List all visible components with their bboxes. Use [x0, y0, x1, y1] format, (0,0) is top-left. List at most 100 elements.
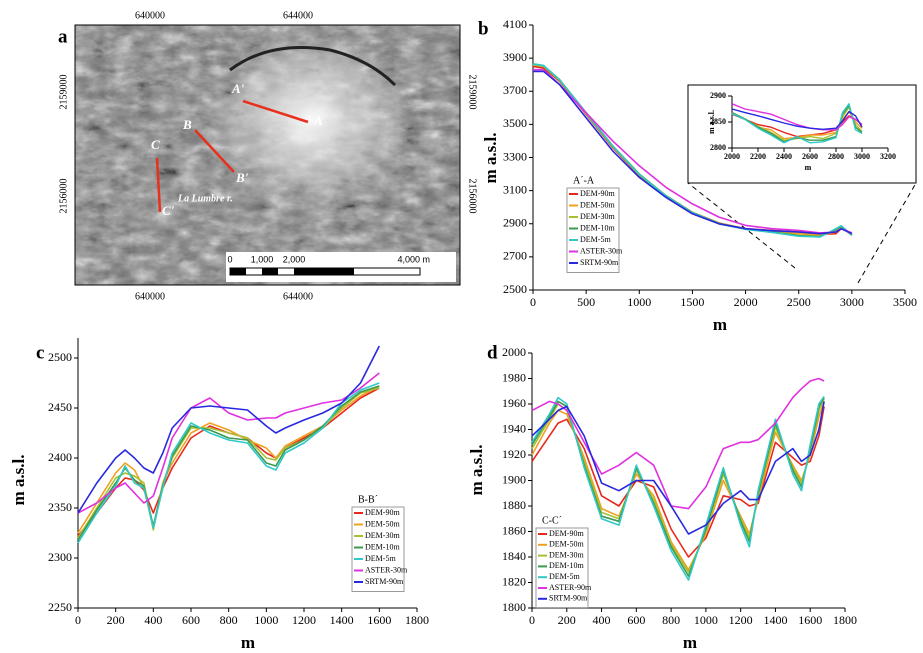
- legend-label: DEM-50m: [580, 200, 615, 209]
- x-tick-label: 500: [577, 295, 595, 309]
- zoom-guide: [858, 183, 916, 283]
- legend-label: DEM-30m: [365, 531, 400, 540]
- legend-label: DEM-90m: [365, 508, 400, 517]
- y-tick-label: 1800: [502, 600, 526, 614]
- x-tick-label: 0: [75, 613, 81, 627]
- point-label: C': [162, 203, 175, 218]
- legend-label: SRTM-90m: [580, 258, 619, 267]
- y-axis-label: m a.s.l.: [9, 455, 28, 506]
- x-tick-label: 200: [107, 613, 125, 627]
- legend-label: DEM-30m: [580, 212, 615, 221]
- map-tick-label: 644000: [283, 10, 313, 21]
- y-tick-label: 1940: [502, 421, 526, 435]
- x-tick-label: 1800: [833, 613, 857, 627]
- panel-label: d: [487, 342, 498, 363]
- x-tick-label: 2800: [828, 152, 844, 161]
- y-tick-label: 2500: [503, 282, 527, 296]
- y-tick-label: 3100: [503, 182, 527, 196]
- series-line: [78, 386, 379, 540]
- y-tick-label: 4100: [503, 17, 527, 31]
- legend-label: DEM-5m: [549, 572, 580, 581]
- x-tick-label: 2400: [776, 152, 792, 161]
- legend-label: DEM-5m: [580, 235, 611, 244]
- y-tick-label: 2900: [503, 216, 527, 230]
- y-tick-label: 2900: [710, 91, 726, 100]
- y-tick-label: 2500: [48, 350, 72, 364]
- y-tick-label: 2300: [48, 550, 72, 564]
- point-label: B: [182, 117, 192, 132]
- panel-label: b: [478, 18, 489, 39]
- scale-bar: [230, 268, 246, 275]
- legend-label: DEM-30m: [549, 550, 584, 559]
- x-tick-label: 3000: [854, 152, 870, 161]
- scale-label: 2,000: [283, 254, 306, 264]
- x-tick-label: 3000: [840, 295, 864, 309]
- y-tick-label: 1860: [502, 523, 526, 537]
- x-tick-label: 2000: [724, 152, 740, 161]
- x-tick-label: 1600: [798, 613, 822, 627]
- zoom-guide: [688, 183, 795, 268]
- map-tick-label: 2156000: [58, 179, 69, 214]
- y-tick-label: 2000: [502, 345, 526, 359]
- legend-label: SRTM-90m: [549, 594, 588, 603]
- y-tick-label: 3900: [503, 50, 527, 64]
- y-tick-label: 1900: [502, 472, 526, 486]
- x-tick-label: 3200: [880, 152, 896, 161]
- y-axis-label: m a.s.l.: [467, 445, 486, 496]
- panel-label: c: [36, 342, 44, 363]
- map-tick-label: 2159000: [467, 75, 478, 110]
- legend-title: C-C´: [542, 515, 562, 526]
- legend-title: A´-A: [573, 175, 595, 186]
- legend-label: DEM-90m: [580, 189, 615, 198]
- chart: 1800182018401860188019001920194019601980…: [467, 342, 857, 652]
- legend-label: DEM-10m: [549, 561, 584, 570]
- y-tick-label: 1820: [502, 574, 526, 588]
- y-tick-label: 3300: [503, 149, 527, 163]
- y-axis-label: m a.s.l.: [707, 110, 716, 134]
- y-tick-label: 3500: [503, 116, 527, 130]
- legend: A´-ADEM-90mDEM-50mDEM-30mDEM-10mDEM-5mAS…: [567, 175, 623, 272]
- x-tick-label: 400: [593, 613, 611, 627]
- x-tick-label: 0: [529, 613, 535, 627]
- legend-title: B-B´: [358, 494, 378, 505]
- x-tick-label: 1000: [627, 295, 651, 309]
- x-tick-label: 1200: [292, 613, 316, 627]
- map-tick-label: 644000: [283, 291, 313, 302]
- river-label: La Lumbre r.: [177, 193, 233, 204]
- x-tick-label: 1400: [763, 613, 787, 627]
- x-tick-label: 1600: [367, 613, 391, 627]
- legend-label: DEM-50m: [549, 540, 584, 549]
- x-tick-label: 1200: [729, 613, 753, 627]
- x-tick-label: 800: [662, 613, 680, 627]
- y-axis-label: m a.s.l.: [481, 133, 500, 184]
- y-tick-label: 2400: [48, 450, 72, 464]
- x-tick-label: 600: [182, 613, 200, 627]
- x-tick-label: 2600: [802, 152, 818, 161]
- figure: A A' B B' C C' La Lumbre r. 0 1,000 2,00…: [0, 0, 923, 653]
- legend: C-C´DEM-90mDEM-50mDEM-30mDEM-10mDEM-5mAS…: [536, 515, 592, 607]
- x-tick-label: 2000: [734, 295, 758, 309]
- x-tick-label: 1400: [330, 613, 354, 627]
- x-tick-label: 1000: [694, 613, 718, 627]
- x-tick-label: 3500: [893, 295, 917, 309]
- map-tick-label: 640000: [135, 291, 165, 302]
- y-tick-label: 3700: [503, 83, 527, 97]
- volcano-cone: [200, 25, 420, 215]
- legend-label: ASTER-30m: [580, 246, 623, 255]
- y-tick-label: 1880: [502, 498, 526, 512]
- x-tick-label: 1500: [680, 295, 704, 309]
- legend-label: DEM-90m: [549, 529, 584, 538]
- map-tick-label: 640000: [135, 10, 165, 21]
- x-tick-label: 1800: [405, 613, 429, 627]
- series-line: [78, 388, 379, 538]
- x-axis-label: m: [683, 633, 697, 652]
- y-tick-label: 1980: [502, 370, 526, 384]
- x-tick-label: 400: [144, 613, 162, 627]
- x-tick-label: 600: [627, 613, 645, 627]
- map-tick-label: 2159000: [58, 75, 69, 110]
- y-tick-label: 1840: [502, 549, 526, 563]
- y-tick-label: 2700: [503, 249, 527, 263]
- y-tick-label: 2250: [48, 600, 72, 614]
- scale-label: 1,000: [251, 254, 274, 264]
- legend-label: DEM-5m: [365, 554, 396, 563]
